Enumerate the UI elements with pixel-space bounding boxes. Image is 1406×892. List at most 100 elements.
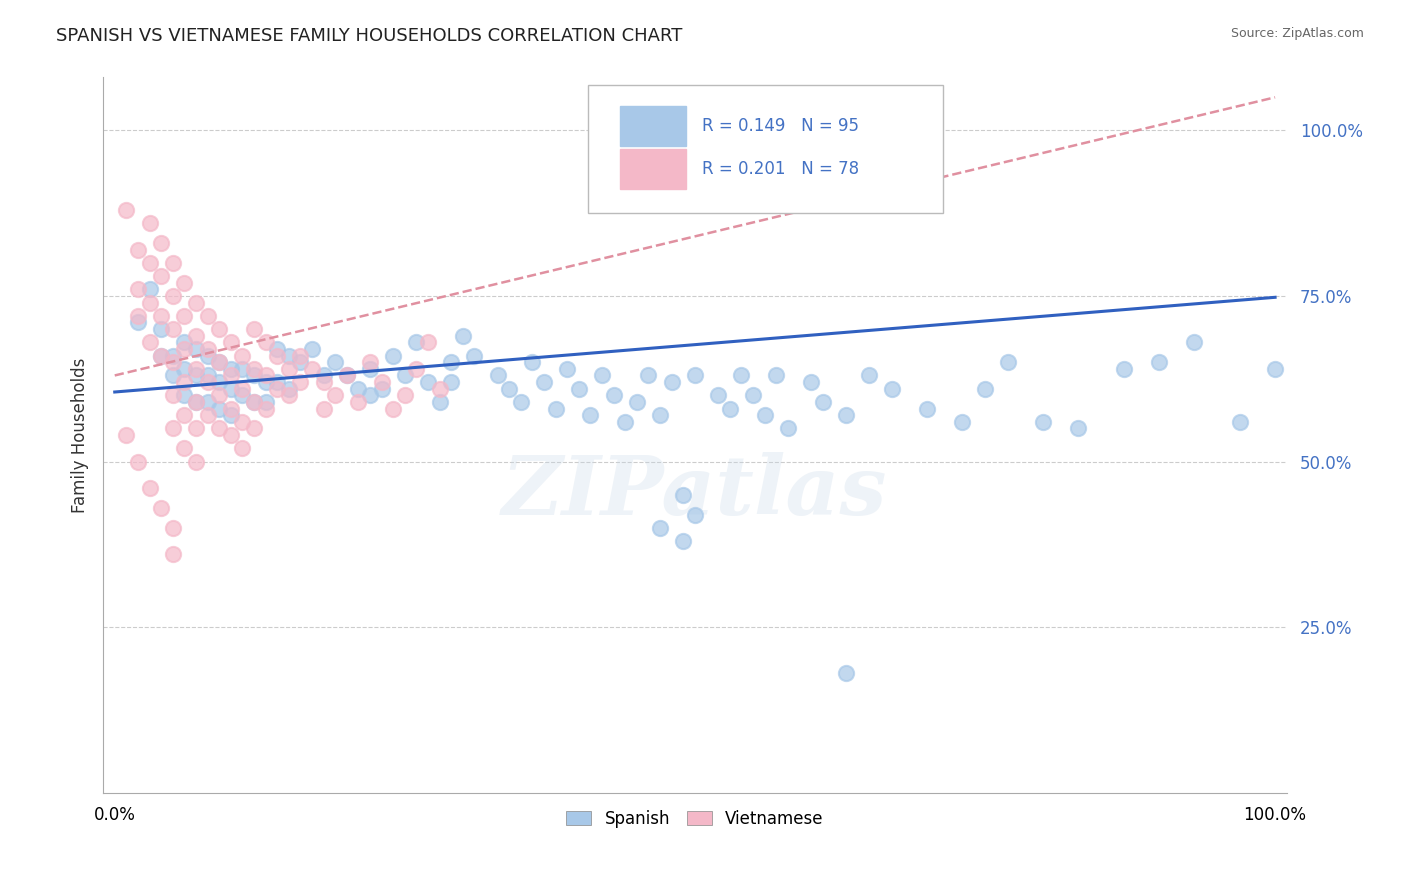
Point bbox=[997, 355, 1019, 369]
Point bbox=[544, 401, 567, 416]
Point bbox=[312, 401, 335, 416]
Point bbox=[266, 375, 288, 389]
Point bbox=[591, 368, 613, 383]
Point bbox=[208, 388, 231, 402]
Point bbox=[648, 521, 671, 535]
Point bbox=[219, 428, 242, 442]
Point bbox=[1229, 415, 1251, 429]
Point bbox=[173, 361, 195, 376]
Point bbox=[219, 368, 242, 383]
Point bbox=[162, 355, 184, 369]
Point bbox=[219, 361, 242, 376]
Point bbox=[800, 375, 823, 389]
Point bbox=[127, 243, 149, 257]
Y-axis label: Family Households: Family Households bbox=[72, 358, 89, 513]
Point bbox=[127, 309, 149, 323]
Point bbox=[127, 316, 149, 330]
Point bbox=[254, 368, 277, 383]
Point bbox=[115, 202, 138, 217]
Point bbox=[219, 401, 242, 416]
Point bbox=[208, 355, 231, 369]
Point bbox=[614, 415, 637, 429]
Point bbox=[138, 216, 160, 230]
Point bbox=[138, 335, 160, 350]
Point bbox=[173, 309, 195, 323]
Point bbox=[1067, 421, 1090, 435]
Point bbox=[173, 276, 195, 290]
Point bbox=[290, 375, 312, 389]
Point bbox=[509, 395, 531, 409]
Point bbox=[208, 401, 231, 416]
Point bbox=[382, 401, 405, 416]
Point bbox=[648, 408, 671, 422]
Point bbox=[254, 395, 277, 409]
Point bbox=[173, 408, 195, 422]
Point bbox=[150, 235, 173, 250]
Point bbox=[522, 355, 544, 369]
Point bbox=[835, 666, 858, 681]
Point bbox=[197, 408, 219, 422]
Point bbox=[742, 388, 765, 402]
Point bbox=[243, 368, 266, 383]
Point bbox=[150, 500, 173, 515]
Point bbox=[266, 342, 288, 356]
Point bbox=[915, 401, 938, 416]
Point bbox=[683, 508, 706, 522]
Point bbox=[208, 355, 231, 369]
Point bbox=[243, 421, 266, 435]
Point bbox=[115, 428, 138, 442]
Point bbox=[150, 269, 173, 284]
Point bbox=[301, 361, 323, 376]
Point bbox=[243, 395, 266, 409]
Point bbox=[440, 375, 463, 389]
Point bbox=[486, 368, 509, 383]
Point bbox=[162, 521, 184, 535]
Point bbox=[277, 361, 299, 376]
Point bbox=[718, 401, 741, 416]
Point bbox=[197, 368, 219, 383]
Point bbox=[243, 361, 266, 376]
Point bbox=[382, 349, 405, 363]
Point bbox=[347, 382, 370, 396]
Point bbox=[254, 375, 277, 389]
Point bbox=[254, 401, 277, 416]
Point bbox=[637, 368, 659, 383]
Point bbox=[765, 368, 787, 383]
Point bbox=[858, 368, 880, 383]
Point bbox=[162, 421, 184, 435]
Point bbox=[173, 375, 195, 389]
Point bbox=[370, 382, 392, 396]
FancyBboxPatch shape bbox=[620, 149, 686, 189]
Point bbox=[184, 342, 207, 356]
Point bbox=[626, 395, 648, 409]
Point bbox=[138, 481, 160, 495]
Point bbox=[579, 408, 602, 422]
Point bbox=[184, 368, 207, 383]
Point bbox=[173, 335, 195, 350]
Point bbox=[162, 322, 184, 336]
Point bbox=[173, 442, 195, 456]
Point bbox=[184, 395, 207, 409]
Point bbox=[950, 415, 973, 429]
Point bbox=[184, 395, 207, 409]
Point bbox=[173, 342, 195, 356]
Point bbox=[173, 388, 195, 402]
Point bbox=[672, 488, 695, 502]
Point bbox=[162, 547, 184, 561]
Point bbox=[707, 388, 730, 402]
Text: SPANISH VS VIETNAMESE FAMILY HOUSEHOLDS CORRELATION CHART: SPANISH VS VIETNAMESE FAMILY HOUSEHOLDS … bbox=[56, 27, 683, 45]
Point bbox=[1182, 335, 1205, 350]
Point bbox=[197, 309, 219, 323]
Point bbox=[197, 349, 219, 363]
Point bbox=[882, 382, 904, 396]
Point bbox=[127, 454, 149, 468]
Point bbox=[359, 388, 381, 402]
Point bbox=[138, 282, 160, 296]
Point bbox=[811, 395, 834, 409]
Point bbox=[138, 295, 160, 310]
Point bbox=[197, 395, 219, 409]
Point bbox=[150, 349, 173, 363]
Point bbox=[730, 368, 752, 383]
Point bbox=[254, 335, 277, 350]
Point bbox=[1147, 355, 1170, 369]
